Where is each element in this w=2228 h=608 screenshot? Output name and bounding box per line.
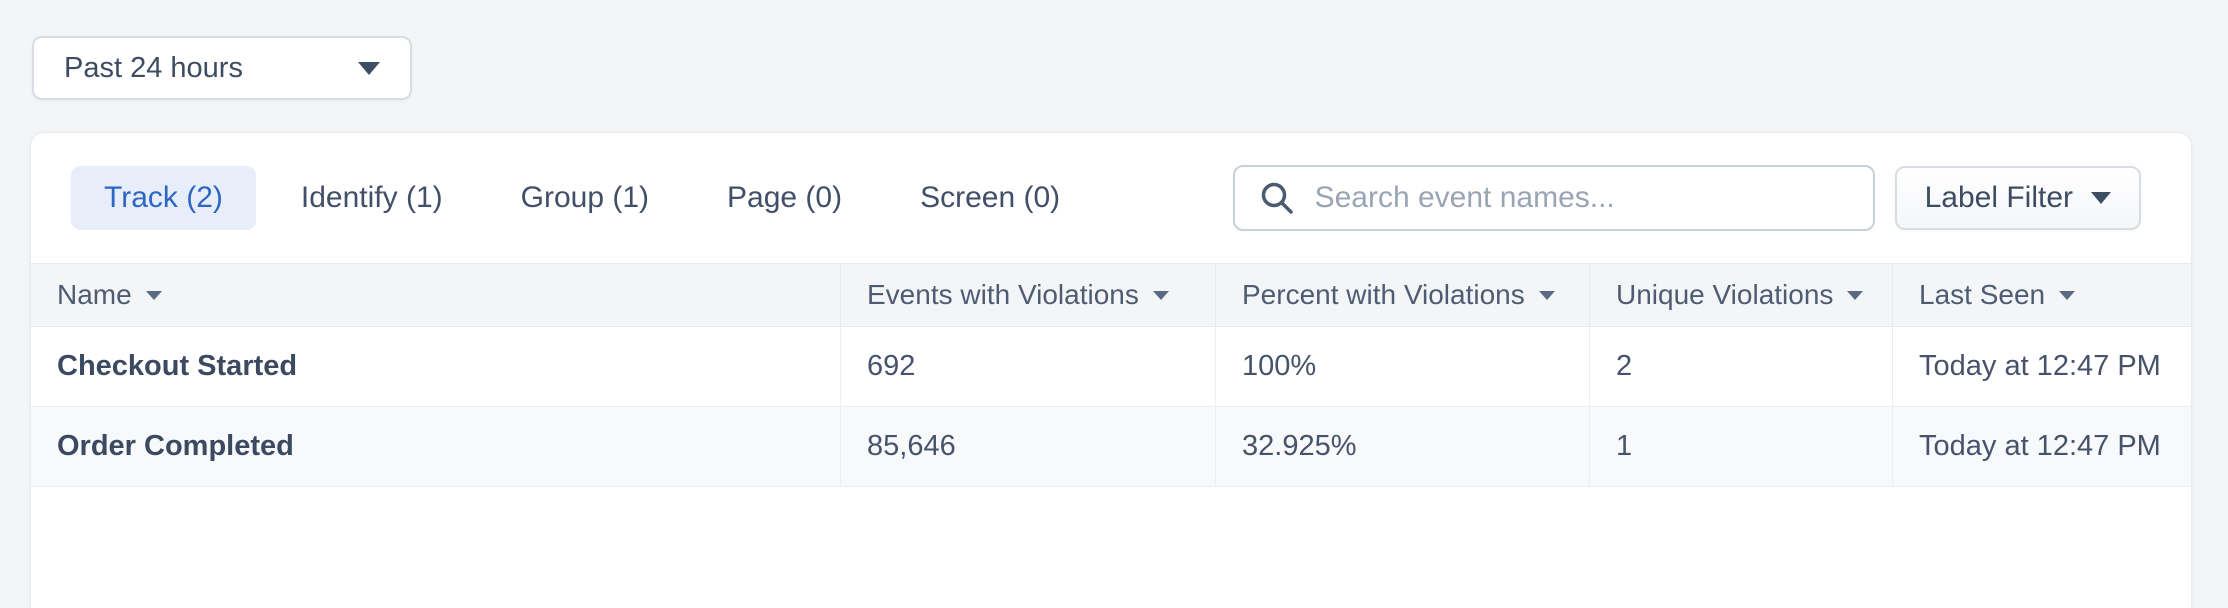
tab-track[interactable]: Track (2) xyxy=(71,166,256,230)
sort-caret-icon xyxy=(1152,290,1169,300)
column-header-events-with-violations[interactable]: Events with Violations xyxy=(840,264,1215,326)
sort-caret-icon xyxy=(2059,290,2076,300)
card-header: Track (2) Identify (1) Group (1) Page (0… xyxy=(31,133,2191,263)
cell-events-with-violations: 692 xyxy=(840,327,1215,406)
cell-last-seen: Today at 12:47 PM xyxy=(1892,407,2191,486)
tab-identify[interactable]: Identify (1) xyxy=(300,181,443,214)
time-range-dropdown[interactable]: Past 24 hours xyxy=(32,36,412,100)
event-type-tabs: Track (2) Identify (1) Group (1) Page (0… xyxy=(71,166,1093,230)
label-filter-label: Label Filter xyxy=(1924,181,2073,214)
column-header-unique-violations[interactable]: Unique Violations xyxy=(1589,264,1892,326)
cell-percent-with-violations: 100% xyxy=(1215,327,1589,406)
tab-page[interactable]: Page (0) xyxy=(727,181,843,214)
table-row[interactable]: Checkout Started 692 100% 2 Today at 12:… xyxy=(31,327,2191,407)
cell-events-with-violations: 85,646 xyxy=(840,407,1215,486)
chevron-down-icon xyxy=(358,61,380,75)
sort-caret-icon xyxy=(145,290,162,300)
search-input[interactable] xyxy=(1312,180,1853,216)
time-range-value: Past 24 hours xyxy=(64,51,243,84)
cell-event-name[interactable]: Order Completed xyxy=(57,430,294,462)
sort-caret-icon xyxy=(1847,290,1864,300)
column-header-name[interactable]: Name xyxy=(31,264,840,326)
tab-screen[interactable]: Screen (0) xyxy=(920,181,1061,214)
search-icon xyxy=(1261,182,1293,214)
chevron-down-icon xyxy=(2091,192,2111,204)
table-header-row: Name Events with Violations Percent with… xyxy=(31,263,2191,327)
column-header-percent-with-violations[interactable]: Percent with Violations xyxy=(1215,264,1589,326)
cell-unique-violations: 2 xyxy=(1589,327,1892,406)
search-box xyxy=(1232,165,1875,231)
column-header-last-seen[interactable]: Last Seen xyxy=(1892,264,2191,326)
table-row[interactable]: Order Completed 85,646 32.925% 1 Today a… xyxy=(31,407,2191,487)
label-filter-button[interactable]: Label Filter xyxy=(1894,166,2141,230)
violations-card: Track (2) Identify (1) Group (1) Page (0… xyxy=(30,132,2192,608)
cell-event-name[interactable]: Checkout Started xyxy=(57,350,298,382)
cell-last-seen: Today at 12:47 PM xyxy=(1892,327,2191,406)
tab-group[interactable]: Group (1) xyxy=(520,181,650,214)
sort-caret-icon xyxy=(1538,290,1555,300)
cell-percent-with-violations: 32.925% xyxy=(1215,407,1589,486)
violations-table: Name Events with Violations Percent with… xyxy=(31,263,2191,487)
cell-unique-violations: 1 xyxy=(1589,407,1892,486)
